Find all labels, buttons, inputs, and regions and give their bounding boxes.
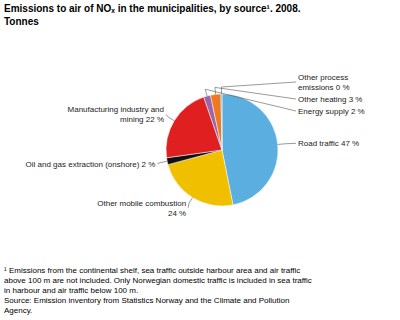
svg-text:Energy supply 2 %: Energy supply 2 %: [298, 107, 365, 116]
svg-text:Other heating 3 %: Other heating 3 %: [298, 95, 362, 104]
svg-text:Other mobile combustion24 %: Other mobile combustion24 %: [97, 198, 186, 217]
svg-text:Road traffic 47 %: Road traffic 47 %: [298, 139, 359, 148]
html-text:¹ Emissions from the continent: ¹ Emissions from the continental shelf, …: [4, 266, 312, 315]
html-text:Emissions to air of NOₓ in the: Emissions to air of NOₓ in the municipal…: [4, 3, 301, 27]
svg-text:Manufacturing industry andmini: Manufacturing industry andmining 22 %: [68, 105, 165, 124]
svg-text:Other processemissions 0 %: Other processemissions 0 %: [298, 73, 350, 92]
svg-text:Oil and gas extraction (onshor: Oil and gas extraction (onshore) 2 %: [26, 159, 156, 168]
